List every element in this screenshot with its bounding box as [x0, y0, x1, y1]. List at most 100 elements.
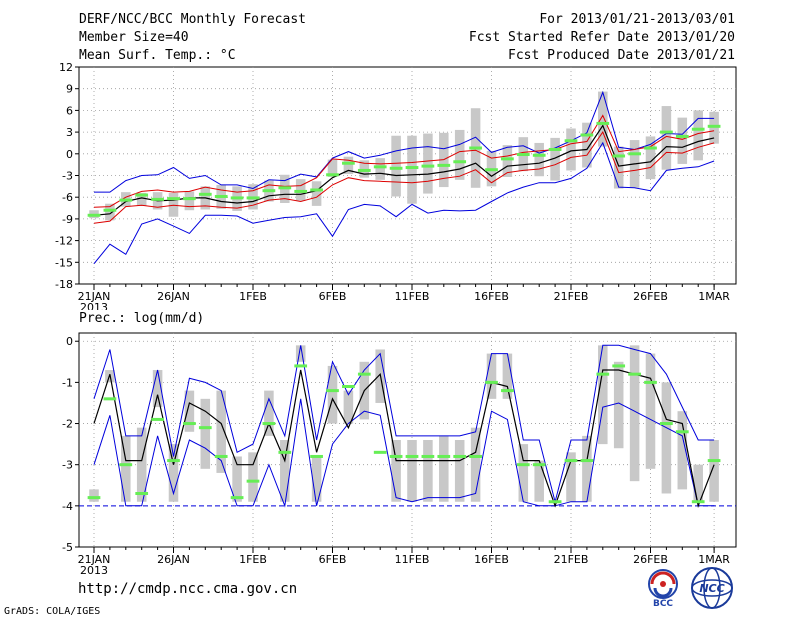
temp-box [391, 135, 401, 197]
temp-xtick-year: 2013 [80, 301, 108, 310]
temp-median-mark [214, 194, 228, 198]
prec-box [582, 435, 592, 502]
temp-box [105, 203, 115, 221]
temp-median-mark [532, 153, 546, 157]
prec-xtick-label: 21JAN [78, 553, 111, 566]
prec-median-mark [246, 479, 260, 483]
prec-median-mark [389, 454, 403, 458]
prec-median-mark [342, 385, 355, 388]
prec-median-mark [405, 454, 419, 458]
temp-xtick-label: 16FEB [474, 290, 509, 303]
temp-ytick-label: -15 [55, 256, 73, 269]
prec-xtick-label: 1FEB [239, 553, 267, 566]
temp-xtick-label: 26JAN [157, 290, 190, 303]
prec-median-mark [628, 372, 641, 376]
prec-box [311, 456, 322, 502]
temp-median-mark [167, 197, 180, 201]
prec-median-mark [373, 450, 387, 454]
prec-box [486, 353, 497, 399]
temp-ytick-label: 3 [66, 126, 73, 139]
temp-median-mark [612, 154, 626, 158]
temperature-chart: 12 9 6 3 0 -3 -6 -9 -12 -15 -18 21JAN 26JAN 1FEB 6FEB 1… [55, 61, 737, 310]
temp-median-mark [151, 197, 164, 201]
prec-box [152, 370, 163, 408]
prec-median-mark [516, 463, 530, 467]
temp-box [407, 135, 417, 204]
prec-box [598, 345, 608, 445]
prec-ytick-label: -2 [62, 418, 73, 431]
temp-median-mark [87, 213, 101, 217]
temp-median-mark [357, 168, 371, 172]
temp-xtick-label: 1FEB [239, 290, 267, 303]
prec-box [168, 444, 179, 502]
prec-median-mark [644, 380, 657, 384]
temp-box [645, 136, 656, 180]
temp-median-mark [628, 152, 641, 156]
grads-credit: GrADS: COLA/IGES [4, 606, 101, 617]
chart-title: DERF/NCC/BCC Monthly Forecast [79, 12, 306, 27]
temp-median-mark [564, 139, 578, 143]
temp-box [502, 145, 513, 177]
temp-median-mark [485, 168, 498, 172]
temp-median-mark [342, 161, 355, 165]
temp-median-mark [373, 165, 387, 169]
temp-box [311, 181, 322, 206]
footer-url[interactable]: http://cmdp.ncc.cma.gov.cn [78, 581, 298, 597]
prec-median-mark [501, 389, 514, 393]
prec-xtick-label: 16FEB [474, 553, 509, 566]
temp-box [693, 110, 703, 161]
prec-box [327, 365, 338, 424]
temp-box [423, 133, 433, 194]
prec-median-mark [675, 430, 689, 434]
prec-median-mark [548, 500, 562, 504]
prec-median-mark [421, 454, 435, 458]
prec-box [89, 489, 99, 502]
temp-ytick-label: -18 [55, 278, 73, 291]
prec-median-mark [167, 459, 180, 463]
prec-median-mark [310, 454, 323, 458]
prec-median-mark [580, 459, 594, 463]
temp-ytick-label: 9 [66, 83, 73, 96]
prec-median-mark [198, 426, 212, 430]
temp-box [534, 142, 544, 177]
variable-1-label: Mean Surf. Temp.: °C [79, 48, 236, 63]
temp-xtick-label: 1MAR [698, 290, 730, 303]
prec-box [423, 440, 433, 502]
variable-2-label: Prec.: log(mm/d) [79, 311, 205, 326]
prec-median-mark [707, 459, 721, 463]
ncc-logo-text: NCC [699, 582, 724, 595]
temp-median-mark [103, 208, 117, 212]
prec-box [121, 435, 131, 502]
prec-median-mark [87, 496, 101, 500]
temp-box [582, 122, 592, 168]
prec-median-mark [214, 454, 228, 458]
prec-median-mark [326, 389, 339, 393]
forecast-period: For 2013/01/21-2013/03/01 [539, 12, 735, 27]
temp-median-mark [644, 146, 657, 150]
temp-box [343, 156, 354, 175]
temp-median-mark [246, 196, 260, 200]
temp-box [375, 158, 385, 180]
temp-median-mark [294, 189, 308, 193]
temp-line-max [94, 90, 715, 193]
prec-box [693, 464, 703, 502]
temp-median-mark [310, 188, 323, 192]
prec-box [407, 440, 417, 502]
prec-median-mark [183, 422, 196, 426]
temp-median-mark [548, 147, 562, 151]
prec-median-mark [469, 454, 482, 458]
prec-line-max [93, 344, 715, 502]
temp-box [677, 117, 688, 164]
bcc-logo: BCC [648, 569, 678, 608]
prec-box [661, 382, 672, 494]
temp-median-mark [262, 189, 276, 193]
prec-ytick-label: -4 [62, 500, 73, 513]
temp-median-mark [278, 186, 292, 190]
prec-box [534, 460, 544, 502]
prec-frame [78, 332, 737, 548]
temp-median-mark [135, 193, 149, 197]
prec-box [232, 456, 242, 502]
temp-median-mark [326, 173, 339, 177]
temp-ytick-label: -6 [62, 191, 73, 204]
